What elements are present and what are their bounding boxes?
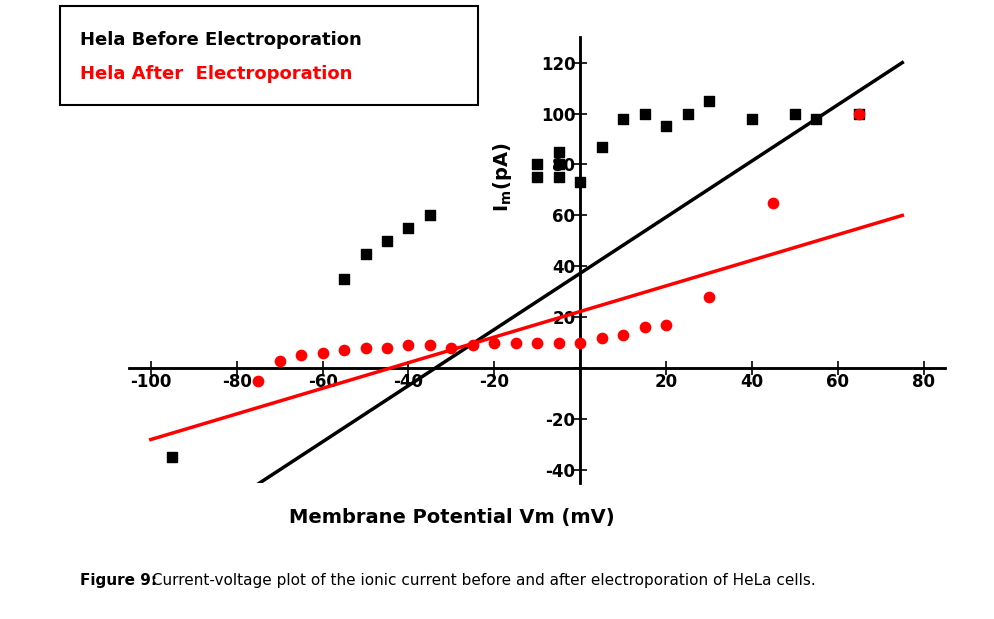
Point bbox=[443, 343, 459, 353]
Point bbox=[572, 338, 587, 348]
Point bbox=[851, 108, 867, 118]
Point bbox=[786, 108, 802, 118]
Point bbox=[293, 350, 309, 360]
Point bbox=[401, 223, 416, 233]
Point bbox=[314, 348, 330, 358]
Point bbox=[679, 108, 695, 118]
Point bbox=[357, 249, 373, 259]
Point bbox=[701, 292, 717, 302]
Point bbox=[357, 343, 373, 353]
Point bbox=[507, 338, 523, 348]
Point bbox=[486, 338, 502, 348]
Point bbox=[336, 345, 352, 355]
Point bbox=[572, 178, 587, 188]
Point bbox=[551, 172, 567, 182]
Point bbox=[614, 330, 630, 340]
Point bbox=[379, 236, 395, 246]
Point bbox=[636, 322, 652, 332]
Text: $\mathbf{I_m}$$\mathbf{(pA)}$: $\mathbf{I_m}$$\mathbf{(pA)}$ bbox=[491, 142, 514, 212]
Point bbox=[401, 340, 416, 350]
Text: Hela Before Electroporation: Hela Before Electroporation bbox=[80, 31, 361, 49]
Point bbox=[636, 108, 652, 118]
Point bbox=[551, 338, 567, 348]
Point bbox=[851, 108, 867, 118]
Point bbox=[529, 160, 545, 170]
Point bbox=[464, 340, 480, 350]
Point bbox=[421, 340, 437, 350]
Point bbox=[421, 210, 437, 220]
Point bbox=[764, 197, 780, 207]
Point bbox=[379, 343, 395, 353]
Point bbox=[551, 147, 567, 157]
Point bbox=[551, 160, 567, 170]
Point bbox=[808, 114, 824, 124]
Point bbox=[614, 114, 630, 124]
Point bbox=[657, 320, 673, 330]
Text: Figure 9:: Figure 9: bbox=[80, 573, 157, 588]
Point bbox=[593, 332, 609, 342]
Text: Membrane Potential Vm (mV): Membrane Potential Vm (mV) bbox=[288, 508, 613, 527]
Point bbox=[593, 142, 609, 152]
Point bbox=[271, 356, 287, 366]
Point bbox=[529, 172, 545, 182]
Point bbox=[164, 452, 180, 462]
Text: Current-voltage plot of the ionic current before and after electroporation of He: Current-voltage plot of the ionic curren… bbox=[147, 573, 815, 588]
Text: Hela After  Electroporation: Hela After Electroporation bbox=[80, 65, 352, 83]
Point bbox=[249, 376, 265, 386]
Point bbox=[336, 274, 352, 284]
Point bbox=[529, 338, 545, 348]
Point bbox=[657, 121, 673, 131]
Point bbox=[701, 96, 717, 106]
Point bbox=[744, 114, 759, 124]
